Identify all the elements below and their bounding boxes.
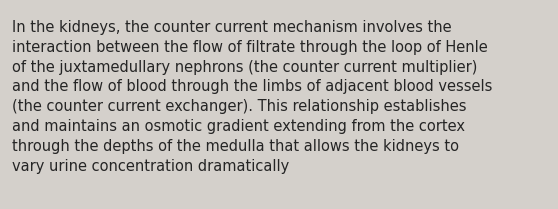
Text: In the kidneys, the counter current mechanism involves the
interaction between t: In the kidneys, the counter current mech… [12,20,492,174]
